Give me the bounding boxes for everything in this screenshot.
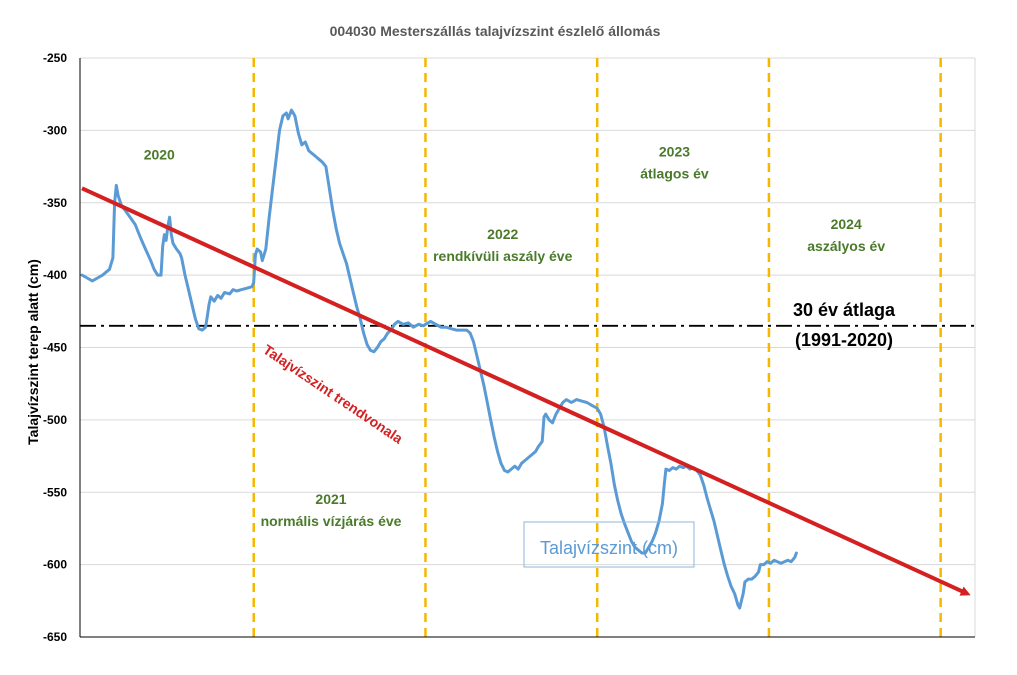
year-annotation-text: átlagos év bbox=[640, 165, 709, 181]
legend: Talajvízszint (cm) bbox=[523, 521, 695, 568]
series-group bbox=[80, 108, 798, 610]
year-annotations: 2020 2021 normális vízjárás éve 2022 rendkív… bbox=[144, 143, 886, 528]
y-tick-labels: -250 -300 -350 -400 -450 -500 -550 -600 -650 bbox=[43, 51, 67, 644]
chart-title: 004030 Mesterszállás talajvízszint észle… bbox=[330, 23, 661, 39]
legend-series-label: Talajvízszint (cm) bbox=[540, 538, 678, 558]
year-annotation-text: 2023 bbox=[659, 143, 690, 159]
y-tick-label: -250 bbox=[43, 51, 67, 65]
trend-label: Talajvízszint trendvonala bbox=[260, 341, 406, 446]
year-annotation-text: 2024 bbox=[831, 216, 862, 232]
y-tick-label: -400 bbox=[43, 268, 67, 282]
series-line bbox=[80, 108, 798, 610]
y-tick-label: -500 bbox=[43, 413, 67, 427]
year-annotation-text: normális vízjárás éve bbox=[261, 513, 402, 529]
trend-line bbox=[81, 186, 971, 596]
legend-box bbox=[523, 521, 695, 568]
year-annotation-text: 2022 bbox=[487, 226, 518, 242]
year-annotation-text: 2021 bbox=[315, 491, 346, 507]
year-annotation-text: aszályos év bbox=[807, 238, 885, 254]
gridlines bbox=[80, 57, 976, 637]
y-tick-label: -450 bbox=[43, 341, 67, 355]
y-tick-label: -650 bbox=[43, 630, 67, 644]
average-label-line-2: (1991-2020) bbox=[795, 330, 893, 350]
year-annotation-text: 2020 bbox=[144, 146, 175, 162]
year-boundaries bbox=[252, 58, 942, 637]
y-tick-label: -550 bbox=[43, 485, 67, 499]
y-tick-label: -350 bbox=[43, 196, 67, 210]
y-tick-label: -300 bbox=[43, 123, 67, 137]
y-tick-label: -600 bbox=[43, 558, 67, 572]
y-axis-label: Talajvízszint terep alatt (cm) bbox=[25, 259, 41, 445]
average-group: 30 év átlaga (1991-2020) bbox=[80, 300, 975, 350]
year-annotation-text: rendkívüli aszály éve bbox=[433, 248, 573, 264]
axes bbox=[79, 58, 975, 638]
average-label-line-1: 30 év átlaga bbox=[793, 300, 896, 320]
